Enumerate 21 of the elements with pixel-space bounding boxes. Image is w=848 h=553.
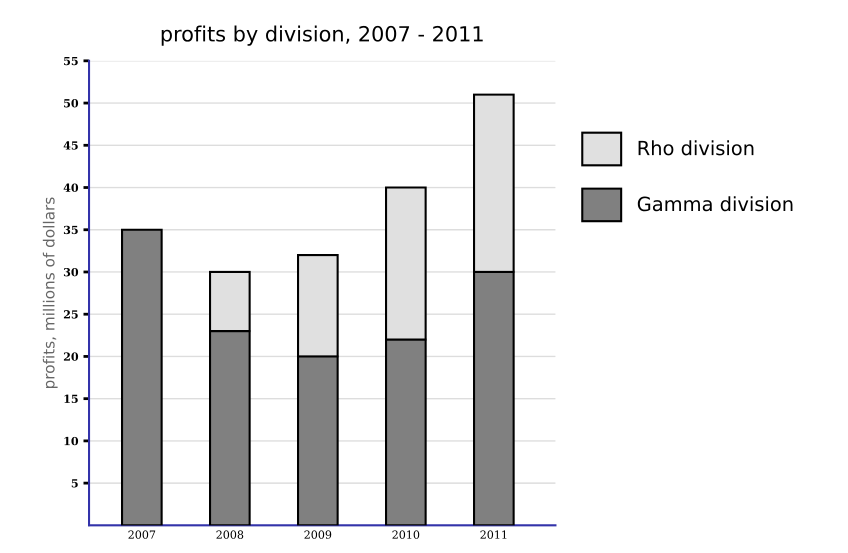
y-tick-label: 35 (64, 226, 78, 234)
chart-title: profits by division, 2007 - 2011 (162, 26, 483, 46)
y-tick-label: 30 (64, 268, 78, 276)
y-tick-label: 15 (64, 394, 78, 404)
y-tick-label: 25 (64, 310, 78, 319)
y-tick-label: 20 (64, 352, 78, 361)
y-tick-label: 55 (64, 56, 78, 66)
x-tick-label: 2007 (128, 530, 156, 539)
x-tick-label: 2008 (216, 530, 244, 539)
x-tick-label: 2009 (304, 530, 332, 539)
bar (120, 228, 163, 526)
y-tick-label: 45 (64, 141, 78, 150)
x-tick-label: 2011 (480, 530, 506, 539)
y-tick-label: 5 (72, 479, 78, 488)
legend-label: Rho division (638, 140, 754, 156)
legend-label: Gamma division (638, 196, 792, 212)
x-tick-label: 2010 (392, 530, 420, 539)
y-tick-label: 50 (64, 99, 78, 108)
y-axis-title: profits, millions of dollars (42, 197, 58, 388)
y-tick-label: 10 (64, 436, 78, 446)
y-tick-label: 40 (64, 183, 78, 192)
